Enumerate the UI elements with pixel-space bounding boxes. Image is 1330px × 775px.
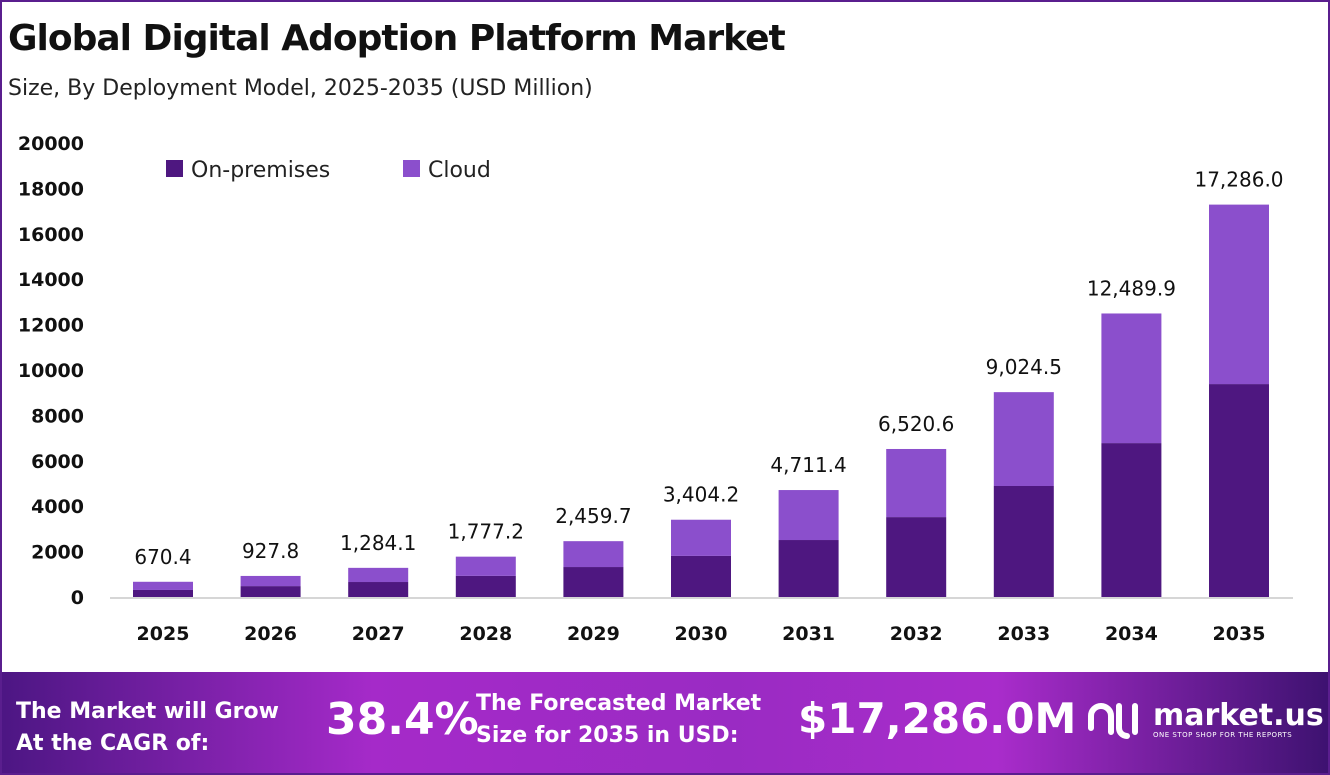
x-tick-label-2034: 2034 bbox=[1105, 623, 1158, 645]
bar-on-premises-2026 bbox=[240, 586, 301, 597]
bar-on-premises-2028 bbox=[455, 575, 516, 597]
bar-cloud-2035 bbox=[1209, 204, 1269, 385]
x-tick-label-2029: 2029 bbox=[567, 623, 620, 645]
chart-subtitle: Size, By Deployment Model, 2025-2035 (US… bbox=[8, 76, 593, 101]
data-label-2029: 2,459.7 bbox=[555, 504, 631, 528]
forecast-label-line2: Size for 2035 in USD: bbox=[476, 723, 739, 748]
legend-swatch-cloud bbox=[403, 160, 420, 177]
chart-title: Global Digital Adoption Platform Market bbox=[8, 18, 786, 59]
bar-cloud-2031 bbox=[778, 490, 839, 541]
data-label-2031: 4,711.4 bbox=[770, 453, 846, 477]
bar-on-premises-2034 bbox=[1101, 443, 1162, 597]
y-tick-label: 18000 bbox=[18, 178, 84, 200]
logo-icon bbox=[1088, 703, 1138, 739]
logo-tagline: ONE STOP SHOP FOR THE REPORTS bbox=[1153, 731, 1293, 739]
bar-cloud-2033 bbox=[993, 392, 1054, 486]
bar-cloud-2026 bbox=[240, 575, 301, 587]
y-tick-label: 12000 bbox=[18, 315, 84, 337]
bar-cloud-2029 bbox=[563, 541, 624, 568]
data-label-2025: 670.4 bbox=[134, 545, 191, 569]
cagr-value: 38.4% bbox=[326, 694, 479, 745]
x-tick-label-2031: 2031 bbox=[782, 623, 835, 645]
logo-name: market.us bbox=[1153, 698, 1324, 733]
bar-on-premises-2025 bbox=[133, 589, 193, 597]
cagr-label-line2: At the CAGR of: bbox=[16, 731, 210, 756]
bar-cloud-2030 bbox=[671, 519, 731, 556]
bar-cloud-2028 bbox=[455, 556, 516, 576]
legend-swatch-on-premises bbox=[166, 160, 183, 177]
data-label-2028: 1,777.2 bbox=[448, 520, 524, 544]
forecast-label-line1: The Forecasted Market bbox=[476, 691, 762, 716]
data-label-2034: 12,489.9 bbox=[1087, 276, 1176, 300]
footer-banner: The Market will Grow At the CAGR of: 38.4… bbox=[0, 672, 1330, 775]
bar-cloud-2027 bbox=[348, 567, 409, 583]
bar-cloud-2032 bbox=[886, 448, 947, 518]
data-label-2032: 6,520.6 bbox=[878, 412, 954, 436]
x-tick-label-2028: 2028 bbox=[459, 623, 512, 645]
legend-label-on-premises: On-premises bbox=[191, 158, 330, 183]
bar-on-premises-2033 bbox=[993, 485, 1054, 597]
x-tick-label-2033: 2033 bbox=[997, 623, 1050, 645]
bar-on-premises-2035 bbox=[1209, 384, 1269, 597]
legend-label-cloud: Cloud bbox=[428, 158, 491, 183]
bar-on-premises-2027 bbox=[348, 582, 409, 597]
forecast-value: $17,286.0M bbox=[798, 694, 1077, 743]
bar-cloud-2034 bbox=[1101, 313, 1162, 444]
cagr-label-line1: The Market will Grow bbox=[16, 699, 279, 724]
data-label-2030: 3,404.2 bbox=[663, 483, 739, 507]
bar-cloud-2025 bbox=[133, 581, 193, 590]
bar-on-premises-2031 bbox=[778, 540, 839, 597]
y-tick-label: 20000 bbox=[18, 133, 84, 155]
x-tick-label-2032: 2032 bbox=[890, 623, 943, 645]
data-label-2027: 1,284.1 bbox=[340, 531, 416, 555]
bar-on-premises-2029 bbox=[563, 567, 624, 597]
y-tick-label: 8000 bbox=[31, 405, 84, 427]
y-tick-label: 16000 bbox=[18, 224, 84, 246]
x-tick-label-2035: 2035 bbox=[1213, 623, 1266, 645]
bar-on-premises-2032 bbox=[886, 517, 947, 597]
x-tick-label-2025: 2025 bbox=[137, 623, 190, 645]
x-tick-label-2030: 2030 bbox=[675, 623, 728, 645]
y-tick-label: 14000 bbox=[18, 269, 84, 291]
bar-on-premises-2030 bbox=[671, 555, 731, 597]
x-tick-label-2026: 2026 bbox=[244, 623, 297, 645]
bar-chart: 0 2000 4000 6000 8000 10000 12000 14000 16000 180… bbox=[18, 133, 1293, 645]
y-tick-label: 6000 bbox=[31, 451, 84, 473]
y-tick-label: 4000 bbox=[31, 496, 84, 518]
cagr-label: The Market will Grow At the CAGR of: bbox=[16, 696, 279, 760]
x-tick-label-2027: 2027 bbox=[352, 623, 405, 645]
y-tick-label: 0 bbox=[71, 587, 84, 609]
marketus-logo: market.us ONE STOP SHOP FOR THE REPORTS bbox=[1085, 698, 1324, 742]
y-tick-label: 10000 bbox=[18, 360, 84, 382]
forecast-label: The Forecasted Market Size for 2035 in US… bbox=[476, 688, 761, 752]
data-label-2026: 927.8 bbox=[242, 539, 299, 563]
data-label-2035: 17,286.0 bbox=[1194, 168, 1283, 192]
data-label-2033: 9,024.5 bbox=[986, 355, 1062, 379]
y-tick-label: 2000 bbox=[31, 542, 84, 564]
